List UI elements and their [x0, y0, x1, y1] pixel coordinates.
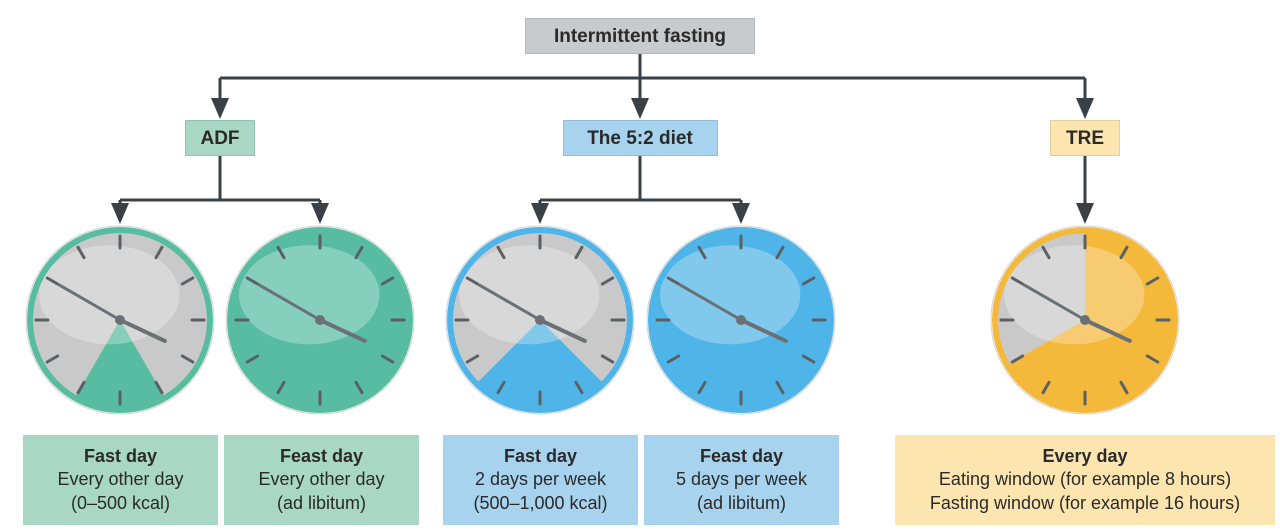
caption-title: Feast day	[228, 445, 415, 468]
clock-icon	[645, 224, 837, 416]
caption-line: (0–500 kcal)	[27, 492, 214, 515]
caption-line: (500–1,000 kcal)	[447, 492, 634, 515]
caption-52-fast: Fast day2 days per week(500–1,000 kcal)	[443, 435, 638, 525]
caption-title: Fast day	[27, 445, 214, 468]
caption-line: Eating window (for example 8 hours)	[899, 468, 1271, 491]
branch-label-tre: TRE	[1050, 120, 1120, 156]
caption-adf-feast: Feast dayEvery other day(ad libitum)	[224, 435, 419, 525]
caption-line: Every other day	[228, 468, 415, 491]
caption-line: (ad libitum)	[228, 492, 415, 515]
caption-title: Fast day	[447, 445, 634, 468]
caption-adf-fast: Fast dayEvery other day(0–500 kcal)	[23, 435, 218, 525]
clock-icon	[24, 224, 216, 416]
root-title: Intermittent fasting	[525, 18, 755, 54]
caption-line: Every other day	[27, 468, 214, 491]
clock-icon	[224, 224, 416, 416]
clock-adf-feast	[224, 224, 416, 416]
caption-line: 2 days per week	[447, 468, 634, 491]
clock-tre-everyday	[989, 224, 1181, 416]
clock-adf-fast	[24, 224, 216, 416]
caption-title: Feast day	[648, 445, 835, 468]
clock-52-feast	[645, 224, 837, 416]
caption-title: Every day	[899, 445, 1271, 468]
caption-52-feast: Feast day5 days per week(ad libitum)	[644, 435, 839, 525]
clock-icon	[989, 224, 1181, 416]
branch-label-adf: ADF	[185, 120, 255, 156]
caption-line: Fasting window (for example 16 hours)	[899, 492, 1271, 515]
caption-line: 5 days per week	[648, 468, 835, 491]
clock-52-fast	[444, 224, 636, 416]
clock-icon	[444, 224, 636, 416]
caption-tre-everyday: Every dayEating window (for example 8 ho…	[895, 435, 1275, 525]
branch-label-fivetwo: The 5:2 diet	[563, 120, 718, 156]
caption-line: (ad libitum)	[648, 492, 835, 515]
